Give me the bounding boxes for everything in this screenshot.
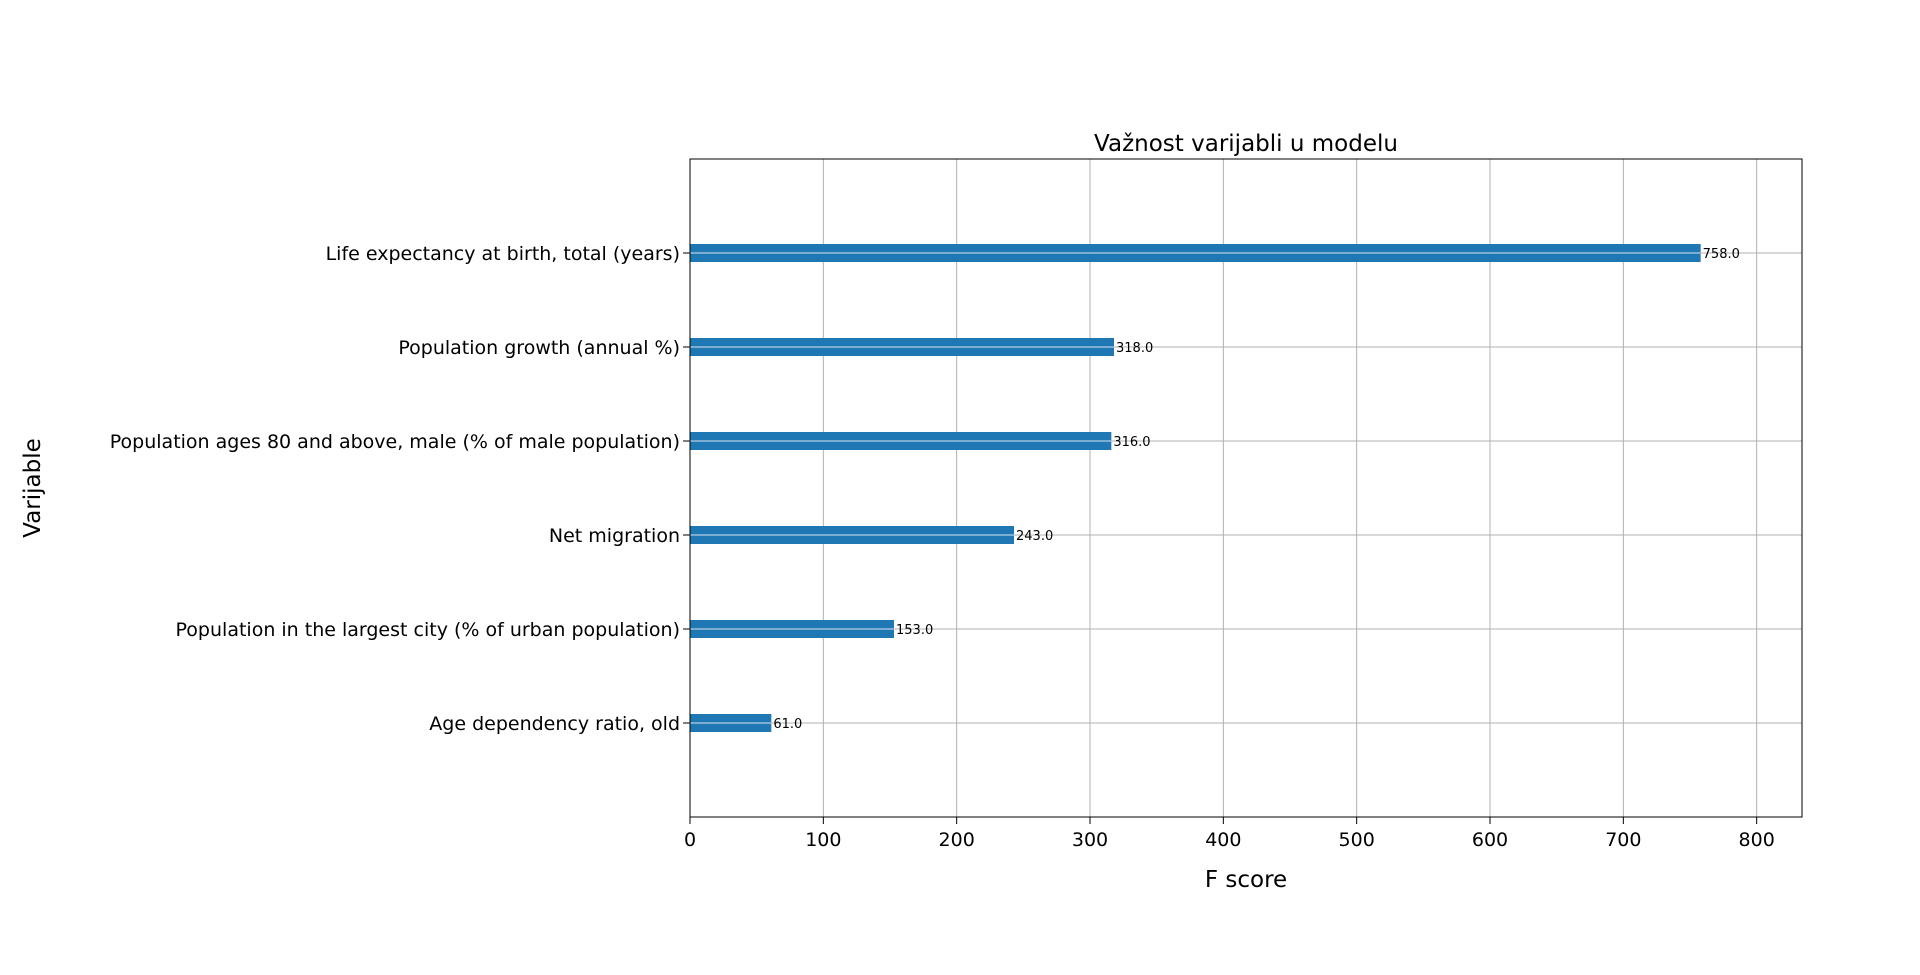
plot-frame [689, 158, 1803, 818]
x-tick-label: 500 [1339, 829, 1375, 851]
y-tick-label: Population in the largest city (% of urb… [176, 619, 680, 641]
bar-value-label: 153.0 [896, 623, 933, 638]
y-tick-label: Population ages 80 and above, male (% of… [110, 431, 680, 453]
bar-value-label: 61.0 [773, 717, 802, 732]
x-tick-label: 700 [1605, 829, 1641, 851]
y-axis-label: Varijable [20, 438, 46, 538]
y-tick-label: Life expectancy at birth, total (years) [326, 243, 680, 265]
y-axis-ticks: Life expectancy at birth, total (years) P… [110, 243, 690, 735]
x-tick-label: 400 [1205, 829, 1241, 851]
x-tick-label: 300 [1072, 829, 1108, 851]
bar-value-label: 318.0 [1116, 341, 1153, 356]
bar-value-label: 243.0 [1016, 529, 1053, 544]
chart-title: Važnost varijabli u modelu [1094, 131, 1398, 157]
x-tick-label: 600 [1472, 829, 1508, 851]
x-tick-label: 800 [1739, 829, 1775, 851]
x-axis-ticks: 0 100 200 300 400 500 600 700 800 [684, 817, 1775, 851]
bar-value-labels: 758.0 318.0 316.0 243.0 153.0 61.0 [773, 247, 1740, 732]
bars [690, 244, 1701, 732]
bar-value-label: 758.0 [1703, 247, 1740, 262]
y-tick-label: Age dependency ratio, old [429, 713, 680, 735]
x-tick-label: 0 [684, 829, 696, 851]
x-tick-label: 100 [805, 829, 841, 851]
y-tick-label: Population growth (annual %) [398, 337, 680, 359]
x-axis-label: F score [1205, 867, 1287, 893]
y-tick-label: Net migration [549, 525, 680, 547]
x-tick-label: 200 [939, 829, 975, 851]
bar-value-label: 316.0 [1113, 435, 1150, 450]
